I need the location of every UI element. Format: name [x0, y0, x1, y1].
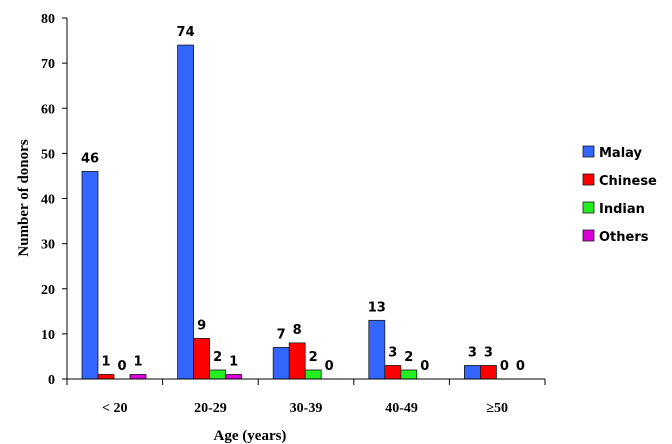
bar-malay [368, 319, 386, 380]
legend-swatch-others [582, 229, 595, 242]
bar-chinese [479, 365, 497, 380]
bar-chinese [193, 337, 211, 380]
y-tick-label: 70 [41, 57, 55, 72]
bar-others [129, 374, 147, 380]
legend-label-chinese: Chinese [599, 174, 657, 189]
data-label-indian: 0 [500, 359, 509, 374]
data-label-malay: 3 [468, 345, 477, 360]
x-tick-label: 40-49 [385, 401, 418, 416]
legend-swatch-malay [582, 145, 595, 158]
bar-indian [209, 369, 227, 380]
legend-label-others: Others [599, 230, 649, 245]
bar-malay [463, 365, 481, 380]
legend-swatch-chinese [582, 173, 595, 186]
data-label-others: 0 [420, 359, 429, 374]
data-label-chinese: 8 [293, 323, 302, 338]
data-label-indian: 2 [404, 350, 413, 365]
data-label-malay: 74 [177, 25, 195, 40]
y-tick-label: 0 [48, 373, 55, 388]
data-label-others: 1 [229, 354, 238, 369]
data-label-chinese: 3 [484, 345, 493, 360]
x-tick-label: 20-29 [194, 401, 227, 416]
x-axis-ticks: < 20 20-29 30-39 40-49 ≥50 [66, 379, 546, 416]
legend-label-malay: Malay [599, 146, 643, 161]
bar-malay [177, 44, 195, 380]
bar-malay [81, 171, 99, 380]
data-label-indian: 2 [309, 350, 318, 365]
data-label-indian: 2 [213, 350, 222, 365]
legend-label-indian: Indian [599, 202, 645, 217]
data-label-malay: 13 [368, 300, 386, 315]
x-tick-label: < 20 [102, 401, 127, 416]
y-tick-label: 40 [41, 193, 55, 208]
y-tick-label: 20 [41, 283, 55, 298]
legend-swatch-indian [582, 201, 595, 214]
data-label-malay: 46 [81, 151, 99, 166]
y-tick-label: 60 [41, 102, 55, 117]
bar-malay [272, 347, 290, 380]
data-label-indian: 0 [117, 359, 126, 374]
y-tick-label: 10 [41, 328, 55, 343]
bar-indian [304, 369, 322, 380]
bar-others [225, 374, 243, 380]
y-tick-label: 80 [41, 12, 55, 27]
data-label-malay: 7 [277, 327, 286, 342]
y-axis-ticks: 0 10 20 30 40 50 60 70 80 [41, 12, 67, 388]
data-label-others: 1 [133, 354, 142, 369]
data-label-chinese: 1 [101, 354, 110, 369]
bar-indian [400, 369, 418, 380]
bar-chinese [288, 342, 306, 380]
x-axis-title: Age (years) [214, 428, 287, 444]
x-tick-label: ≥50 [486, 401, 508, 416]
y-tick-label: 30 [41, 238, 55, 253]
data-label-chinese: 9 [197, 318, 206, 333]
data-label-others: 0 [325, 359, 334, 374]
y-axis-title: Number of donors [16, 139, 32, 256]
y-tick-label: 50 [41, 147, 55, 162]
legend: Malay Chinese Indian Others [582, 145, 657, 245]
x-tick-label: 30-39 [290, 401, 323, 416]
bar-chinese [97, 374, 115, 380]
data-label-others: 0 [516, 359, 525, 374]
data-label-chinese: 3 [388, 345, 397, 360]
bar-chinese [384, 365, 402, 380]
bars [81, 44, 497, 380]
